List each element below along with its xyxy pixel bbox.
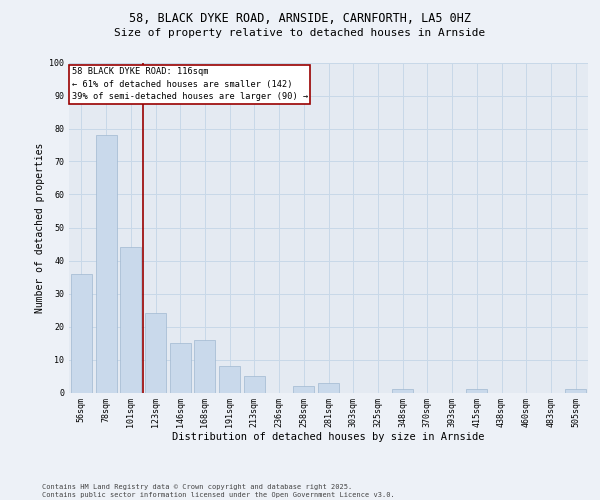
Bar: [120, 248, 141, 392]
X-axis label: Distribution of detached houses by size in Arnside: Distribution of detached houses by size …: [172, 432, 485, 442]
Bar: [71, 274, 92, 392]
Bar: [170, 343, 191, 392]
Bar: [194, 340, 215, 392]
Bar: [219, 366, 240, 392]
Bar: [466, 389, 487, 392]
Bar: [565, 389, 586, 392]
Text: 58, BLACK DYKE ROAD, ARNSIDE, CARNFORTH, LA5 0HZ: 58, BLACK DYKE ROAD, ARNSIDE, CARNFORTH,…: [129, 12, 471, 26]
Y-axis label: Number of detached properties: Number of detached properties: [35, 142, 45, 312]
Bar: [293, 386, 314, 392]
Bar: [244, 376, 265, 392]
Bar: [145, 314, 166, 392]
Bar: [318, 382, 339, 392]
Bar: [392, 389, 413, 392]
Text: Size of property relative to detached houses in Arnside: Size of property relative to detached ho…: [115, 28, 485, 38]
Text: Contains HM Land Registry data © Crown copyright and database right 2025.
Contai: Contains HM Land Registry data © Crown c…: [42, 484, 395, 498]
Bar: [95, 135, 116, 392]
Text: 58 BLACK DYKE ROAD: 116sqm
← 61% of detached houses are smaller (142)
39% of sem: 58 BLACK DYKE ROAD: 116sqm ← 61% of deta…: [71, 68, 308, 102]
